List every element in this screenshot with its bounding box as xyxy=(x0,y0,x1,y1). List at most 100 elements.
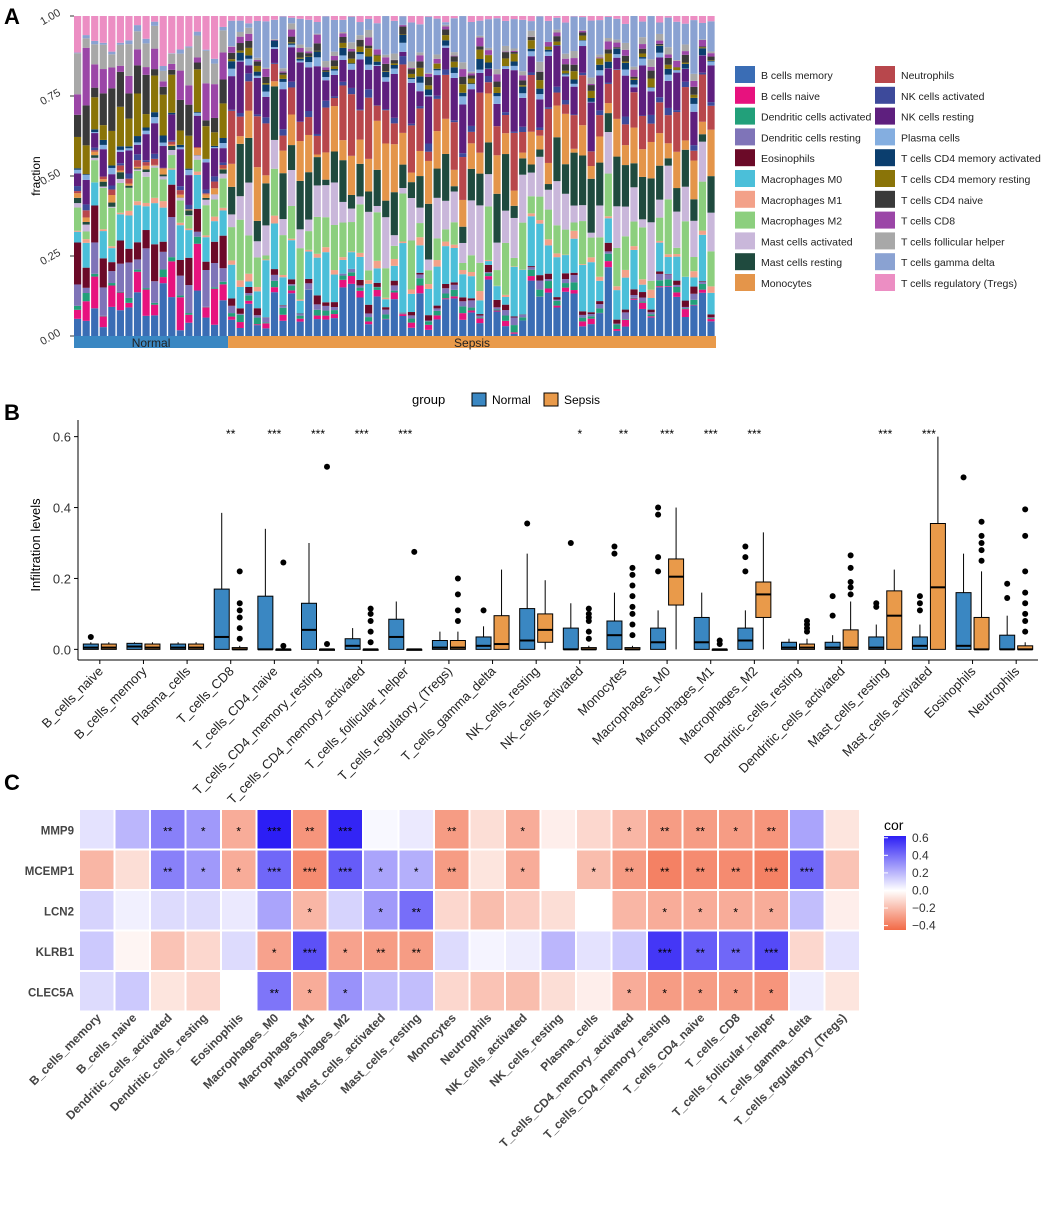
stack-segment xyxy=(382,71,390,72)
stack-segment xyxy=(390,285,398,291)
stack-segment xyxy=(82,47,90,106)
stack-segment xyxy=(587,85,595,91)
stack-segment xyxy=(561,193,570,230)
stack-segment xyxy=(587,151,595,166)
stack-segment xyxy=(108,130,116,166)
stack-segment xyxy=(322,179,330,186)
stack-segment xyxy=(279,150,287,174)
stack-segment xyxy=(279,72,287,75)
stack-segment xyxy=(476,69,484,73)
stack-segment xyxy=(116,170,124,173)
heatmap-cell xyxy=(151,850,185,889)
stack-segment xyxy=(373,65,381,106)
stack-segment xyxy=(236,280,244,287)
legend-label: T cells CD4 memory activated xyxy=(901,153,1041,165)
stack-segment xyxy=(579,264,587,266)
stack-segment xyxy=(630,92,638,128)
stack-segment xyxy=(296,229,304,249)
stack-segment xyxy=(519,71,527,76)
stack-segment xyxy=(74,207,82,231)
stack-segment xyxy=(322,70,330,72)
stack-segment xyxy=(424,160,433,204)
stack-segment xyxy=(690,97,698,104)
stack-segment xyxy=(116,71,124,107)
stack-segment xyxy=(296,121,304,142)
stack-segment xyxy=(74,173,82,187)
significance-label: *** xyxy=(303,946,317,960)
stack-segment xyxy=(484,273,493,277)
stack-segment xyxy=(245,295,253,301)
stack-segment xyxy=(433,95,441,99)
stack-segment xyxy=(690,293,698,300)
stack-segment xyxy=(133,93,142,137)
stack-segment xyxy=(228,264,236,299)
stack-segment xyxy=(253,57,261,60)
stack-segment xyxy=(339,55,347,60)
stack-segment xyxy=(296,60,304,63)
stack-segment xyxy=(176,149,184,187)
stack-segment xyxy=(82,210,90,218)
stack-segment xyxy=(638,37,647,45)
stack-segment xyxy=(133,166,142,169)
stack-segment xyxy=(416,106,424,109)
outlier-point xyxy=(454,618,461,624)
stack-segment xyxy=(484,142,493,175)
stack-segment xyxy=(356,196,364,205)
stack-segment xyxy=(621,309,630,313)
stack-segment xyxy=(202,317,210,336)
stack-segment xyxy=(638,115,647,150)
stack-segment xyxy=(270,63,279,82)
significance-label: *** xyxy=(303,865,317,879)
stack-segment xyxy=(407,16,416,23)
stack-segment xyxy=(407,73,416,78)
stack-segment xyxy=(647,289,655,298)
stack-segment xyxy=(74,186,82,192)
stack-segment xyxy=(690,94,698,98)
stack-segment xyxy=(108,207,116,247)
stack-segment xyxy=(245,55,253,59)
legend-label: Eosinophils xyxy=(761,153,815,165)
stack-segment xyxy=(459,16,467,63)
stack-segment xyxy=(664,54,672,58)
stack-segment xyxy=(339,259,347,274)
stack-segment xyxy=(630,249,638,290)
stack-segment xyxy=(536,16,544,62)
outlier-point xyxy=(280,642,287,649)
stack-segment xyxy=(279,320,287,336)
stack-segment xyxy=(313,133,321,136)
heatmap-cell xyxy=(470,972,504,1011)
stack-segment xyxy=(339,279,347,288)
stack-segment xyxy=(476,323,484,336)
stack-segment xyxy=(330,55,338,61)
heatmap-cell xyxy=(80,931,114,970)
significance-label: * xyxy=(577,427,582,441)
heatmap-cell xyxy=(683,891,717,930)
stack-segment xyxy=(91,64,99,88)
stack-segment xyxy=(116,163,124,166)
stack-segment xyxy=(125,150,133,174)
stack-segment xyxy=(604,83,612,104)
stack-segment xyxy=(176,297,184,331)
stack-segment xyxy=(296,321,304,336)
stack-segment xyxy=(159,201,167,208)
stack-segment xyxy=(262,68,270,77)
stack-segment xyxy=(176,16,184,50)
stack-segment xyxy=(176,144,184,148)
stack-segment xyxy=(151,302,159,305)
stack-segment xyxy=(613,323,621,325)
stack-segment xyxy=(416,293,424,336)
heatmap-cell xyxy=(612,931,646,970)
stack-segment xyxy=(373,205,381,213)
stack-segment xyxy=(210,263,219,288)
stack-segment xyxy=(390,68,398,74)
stack-segment xyxy=(604,253,612,262)
outlier-point xyxy=(804,618,810,624)
stack-segment xyxy=(442,298,450,300)
stack-segment xyxy=(99,16,107,43)
stack-segment xyxy=(698,230,707,235)
stack-segment xyxy=(91,151,99,156)
stack-segment xyxy=(698,234,707,282)
row-label: MMP9 xyxy=(41,825,74,837)
stack-segment xyxy=(681,51,689,55)
stack-segment xyxy=(151,158,159,165)
